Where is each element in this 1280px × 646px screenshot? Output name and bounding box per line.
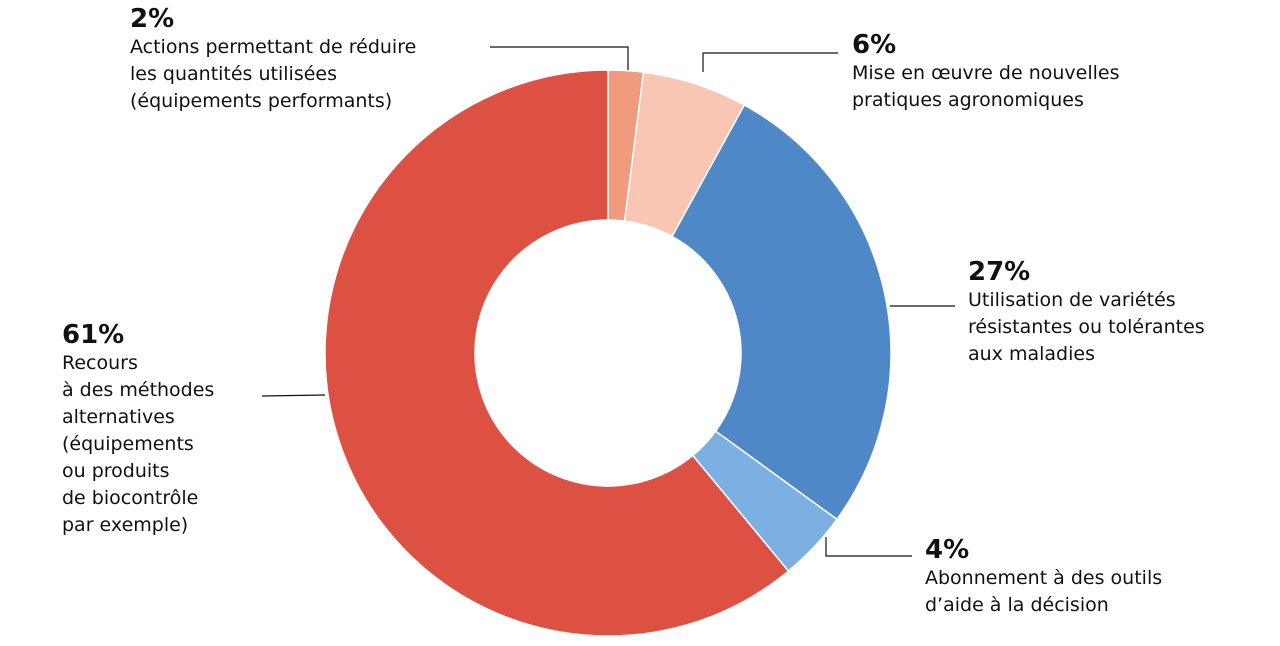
value-label: 4% [925, 535, 970, 565]
slice [671, 103, 892, 521]
category-label: Mise en œuvre de nouvelles pratiques agr… [852, 62, 1120, 111]
category-label: Utilisation de variétés résistantes ou t… [968, 289, 1205, 365]
value-label: 61% [62, 320, 125, 350]
value-label: 6% [852, 30, 897, 60]
leader-line [490, 46, 629, 70]
category-label: Recours à des méthodes alternatives (équ… [62, 352, 215, 536]
leader-line [825, 537, 912, 557]
slice [324, 69, 790, 637]
leader-line [702, 52, 838, 72]
slice-label: 6% Mise en œuvre de nouvelles pratiques a… [852, 30, 1120, 114]
slice-label: 4% Abonnement à des outils d’aide à la dé… [925, 535, 1162, 619]
value-label: 27% [968, 257, 1031, 287]
category-label: Abonnement à des outils d’aide à la déci… [925, 567, 1163, 616]
value-label: 2% [130, 4, 175, 34]
slice-label: 27% Utilisation de variétés résistantes o… [968, 257, 1205, 368]
category-label: Actions permettant de réduire les quanti… [130, 36, 417, 112]
slice-label: 2% Actions permettant de réduire les quan… [130, 4, 416, 115]
slice-label: 61% Recours à des méthodes alternatives (… [62, 320, 214, 539]
leader-line [261, 394, 326, 397]
